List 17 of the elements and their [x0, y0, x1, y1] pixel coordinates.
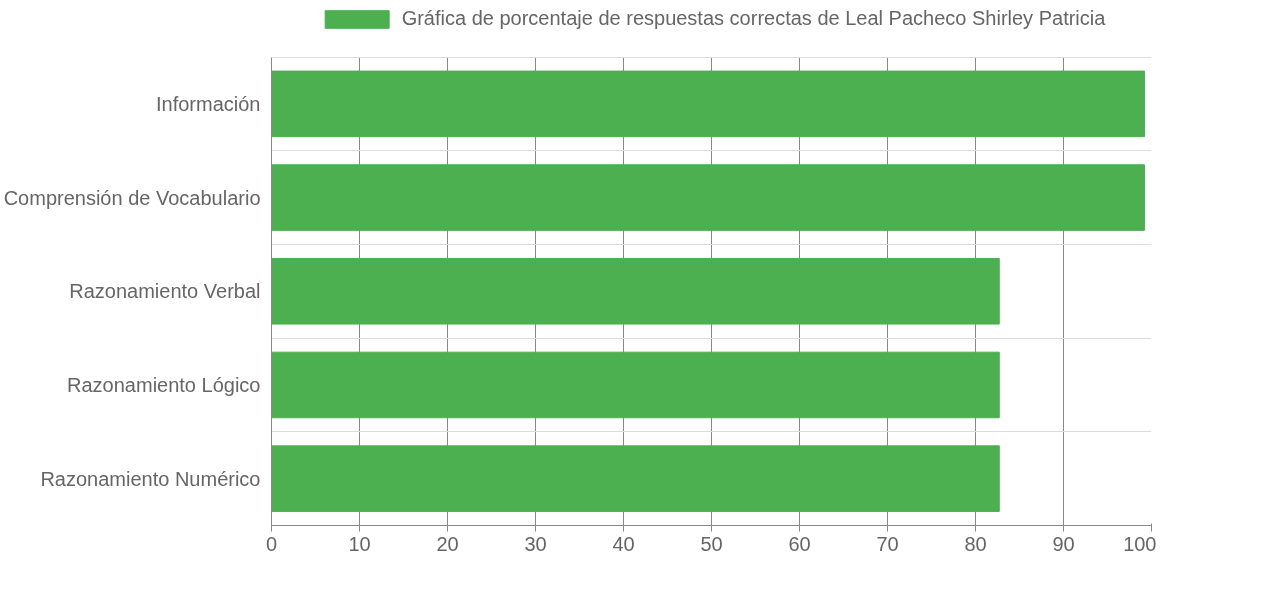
x-tick-label: 50	[700, 532, 723, 555]
y-tick-label: Comprensión de Vocabulario	[3, 186, 261, 209]
legend-label: Gráfica de porcentaje de respuestas correctas de Leal Pacheco Shirley Patricia	[401, 7, 1106, 30]
x-tick-label: 30	[524, 532, 547, 555]
x-tick-label: 0	[265, 532, 278, 555]
x-tick-label: 70	[876, 532, 899, 555]
x-tick-label: 80	[964, 532, 987, 555]
x-tick-label: 10	[348, 532, 371, 555]
x-tick-label: 100	[1123, 532, 1157, 555]
y-tick-label: Razonamiento Numérico	[40, 467, 261, 490]
x-tick-label: 20	[436, 532, 459, 555]
y-tick-label: Razonamiento Lógico	[67, 373, 261, 396]
x-tick-label: 90	[1052, 532, 1075, 555]
y-tick-label: Razonamiento Verbal	[69, 280, 261, 303]
y-tick-label: Información	[156, 92, 261, 115]
x-tick-label: 60	[788, 532, 811, 555]
x-tick-label: 40	[612, 532, 635, 555]
